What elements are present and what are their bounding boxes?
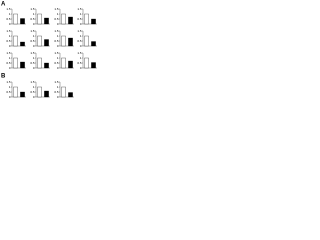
y-tick-label: 1 [80,56,82,60]
y-tick-label: 0 [9,44,11,48]
y-tick-label: 1.5 [30,29,35,33]
y-tick-label: 0.5 [6,90,11,94]
y-tick-label: 1 [33,56,35,60]
bar [13,13,18,25]
y-tick-label: 0.5 [6,61,11,65]
y-tick-label: 0 [9,95,11,99]
bar [61,13,66,25]
bar [61,57,66,69]
y-tick-label: 1 [57,12,59,16]
bar [68,60,73,69]
y-tick-label: 1 [33,34,35,38]
y-tick-label: 0 [33,95,35,99]
y-tick-label: 1 [57,34,59,38]
y-tick-label: 1 [9,56,11,60]
y-tick-label: 1 [9,85,11,89]
y-tick-label: 1.5 [54,7,59,11]
bar [13,35,18,47]
y-tick-label: 1.5 [54,80,59,84]
y-tick-label: 0.5 [54,61,59,65]
y-tick-label: 0.5 [77,39,82,43]
y-tick-label: 0.5 [77,61,82,65]
panel-label: B [1,74,6,80]
y-tick-label: 1.5 [30,80,35,84]
bar [61,35,66,47]
bar [13,86,18,98]
panel-label: A [1,2,6,8]
y-tick-label: 0 [57,44,59,48]
y-tick-label: 1.5 [6,80,11,84]
bar [20,91,25,98]
y-tick-label: 0 [33,22,35,26]
y-tick-label: 0 [57,95,59,99]
bar [91,62,96,69]
bar [13,57,18,69]
y-tick-label: 1.5 [6,51,11,55]
bar [44,39,49,47]
bar [84,13,89,25]
y-tick-label: 1 [33,85,35,89]
page: {"panels": ["A", "B"], "chart_data": [ {… [0,0,320,106]
y-tick-label: 1.5 [6,7,11,11]
y-tick-label: 1.5 [30,7,35,11]
y-tick-label: 0.5 [6,39,11,43]
y-tick-label: 0.5 [77,17,82,21]
y-tick-label: 0.5 [30,17,35,21]
y-tick-label: 0.5 [54,17,59,21]
bar [37,86,42,98]
bar [44,90,49,98]
y-tick-label: 0 [33,44,35,48]
y-tick-label: 1 [9,34,11,38]
y-tick-label: 0.5 [30,61,35,65]
y-tick-label: 0 [80,22,82,26]
bar [20,61,25,69]
bar [37,35,42,47]
y-tick-label: 0 [57,66,59,70]
y-tick-label: 0.5 [30,90,35,94]
y-tick-label: 0 [9,66,11,70]
bar [68,37,73,47]
y-tick-label: 1.5 [77,7,82,11]
y-tick-label: 1.5 [54,51,59,55]
bar [84,57,89,69]
y-tick-label: 0 [33,66,35,70]
y-tick-label: 0.5 [54,39,59,43]
y-tick-label: 1 [33,12,35,16]
bar [20,18,25,25]
bar [44,62,49,69]
y-tick-label: 1.5 [30,51,35,55]
bar [37,13,42,25]
y-tick-label: 0.5 [54,90,59,94]
bar [91,18,96,25]
y-tick-label: 1 [9,12,11,16]
y-tick-label: 0.5 [6,17,11,21]
y-tick-label: 0 [80,44,82,48]
y-tick-label: 1 [80,34,82,38]
bar [91,41,96,47]
y-tick-label: 1.5 [77,29,82,33]
figure: A B 00.511.500.511.500.511.500.511.500.5… [1,2,97,99]
bar [20,41,25,47]
bar [68,92,73,98]
bar [37,57,42,69]
y-tick-label: 1.5 [6,29,11,33]
y-tick-label: 1 [80,12,82,16]
bar [84,35,89,47]
y-tick-label: 0.5 [30,39,35,43]
bar [68,16,73,25]
y-tick-label: 0 [57,22,59,26]
y-tick-label: 1 [57,56,59,60]
bar [61,86,66,98]
y-tick-label: 1.5 [54,29,59,33]
y-tick-label: 0 [80,66,82,70]
y-tick-label: 1 [57,85,59,89]
bar [44,17,49,25]
y-tick-label: 1.5 [77,51,82,55]
y-tick-label: 0 [9,22,11,26]
